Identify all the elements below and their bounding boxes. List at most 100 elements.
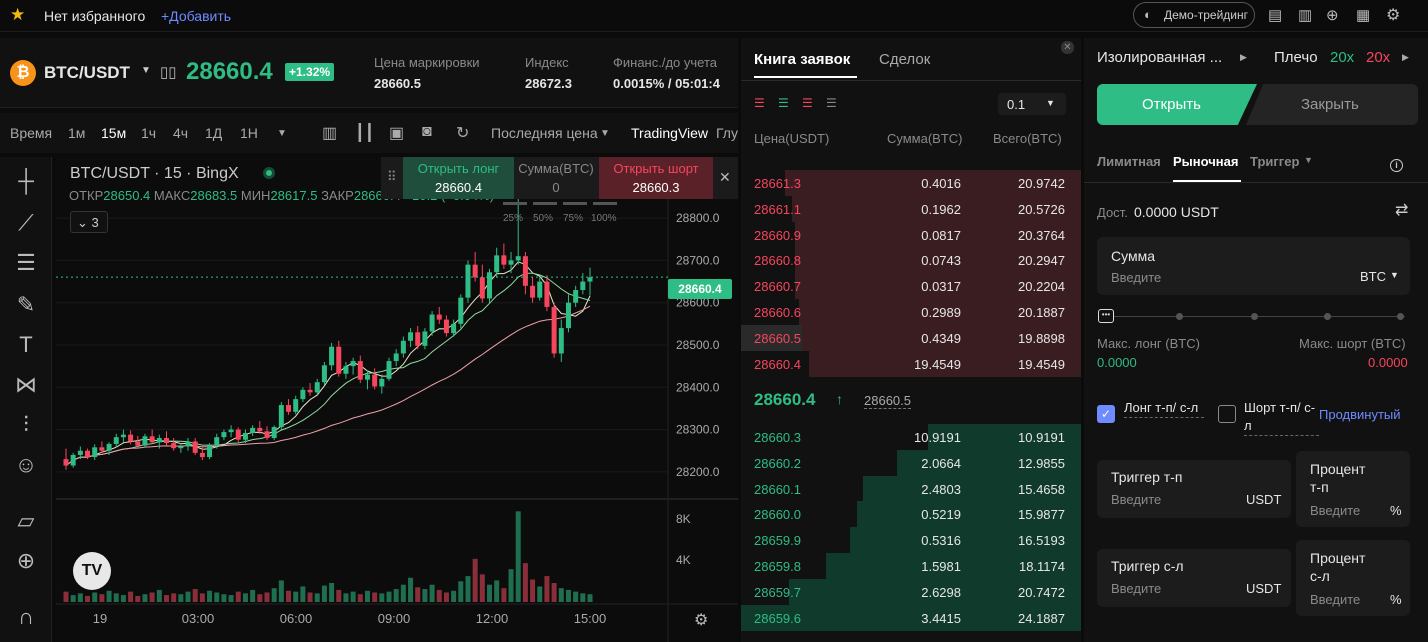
edit-icon[interactable]: ▣ [389, 125, 405, 142]
demo-trading-button[interactable]: ◐ Демо-трейдинг [1133, 2, 1255, 28]
add-favorite-link[interactable]: +Добавить [161, 8, 232, 24]
view-list-icon[interactable]: ☰ [826, 96, 837, 110]
ask-row[interactable]: 28660.7 0.0317 20.2204 [741, 273, 1081, 300]
brush-icon[interactable]: ✎ [16, 292, 36, 317]
settings-icon[interactable]: ⚙ [694, 612, 709, 629]
ask-row[interactable]: 28660.9 0.0817 20.3764 [741, 221, 1081, 248]
slider-handle[interactable]: ••• [1098, 309, 1114, 323]
tf-time[interactable]: Время [10, 125, 53, 141]
volume-tick-label: 4K [676, 553, 691, 567]
symbol-selector[interactable]: BTC/USDT [44, 63, 130, 82]
ask-row[interactable]: 28660.5 0.4349 19.8898 [741, 324, 1081, 351]
ask-row[interactable]: 28660.4 19.4549 19.4549 [741, 350, 1081, 377]
bid-row[interactable]: 28660.1 2.4803 15.4658 [741, 475, 1081, 502]
open-tab-button[interactable] [1097, 84, 1257, 125]
document-icon[interactable]: ▤ [1268, 7, 1283, 24]
close-tab-button[interactable] [1246, 84, 1418, 125]
order-type-market[interactable]: Рыночная [1173, 154, 1239, 169]
tab-trades[interactable]: Сделок [879, 51, 931, 68]
tp-percent-field[interactable]: Процент т-п Введите % [1296, 451, 1410, 527]
tab-order-book[interactable]: Книга заявок [754, 51, 851, 68]
ask-row[interactable]: 28661.3 0.4016 20.9742 [741, 170, 1081, 196]
size-slider[interactable] [503, 202, 617, 205]
star-icon[interactable]: ★ [10, 5, 26, 24]
bid-row[interactable]: 28659.8 1.5981 18.1174 [741, 553, 1081, 579]
price-chart[interactable]: 28800.0 28700.0 28600.0 28500.0 28400.0 28300… [56, 157, 738, 642]
open-short-button[interactable]: Открыть шорт 28660.3 [599, 157, 713, 199]
emoji-icon[interactable]: ☺ [14, 452, 38, 477]
amount-unit-select[interactable]: BTC [1360, 269, 1386, 284]
horizontal-lines-icon[interactable]: ☰ [16, 250, 36, 275]
gear-icon[interactable]: ⚙ [1386, 7, 1401, 24]
advanced-link[interactable]: Продвинутый [1319, 407, 1401, 422]
calculator-icon[interactable]: ▦ [1356, 7, 1371, 24]
drag-handle-icon[interactable]: ⠿ [387, 169, 397, 184]
chevron-down-icon[interactable]: ▼ [277, 128, 287, 139]
amount-input[interactable]: Введите [1111, 270, 1162, 285]
order-type-trigger[interactable]: Триггер [1250, 154, 1300, 169]
bid-row[interactable]: 28659.6 3.4415 24.1887 [741, 604, 1081, 631]
view-bids-icon[interactable]: ☰ [778, 96, 789, 110]
order-type-limit[interactable]: Лимитная [1097, 154, 1161, 169]
ruler-icon[interactable]: ▱ [17, 508, 35, 533]
long-tpsl-checkbox[interactable]: ✓ [1097, 405, 1115, 423]
magnet-icon[interactable]: ∩ [18, 604, 34, 629]
margin-mode-select[interactable]: Изолированная ... [1097, 49, 1223, 66]
tf-1h[interactable]: 1ч [141, 125, 157, 141]
info-icon[interactable]: i [1390, 159, 1403, 172]
precision-select[interactable]: 0.1 ▼ [998, 93, 1066, 115]
candle-type-icon[interactable]: ┃┃ [355, 125, 375, 142]
close-icon[interactable]: ✕ [1061, 41, 1074, 54]
sl-trigger-field[interactable]: Триггер с-л Введите USDT [1097, 549, 1291, 607]
price-source-select[interactable]: Последняя цена [491, 125, 598, 141]
tf-15m[interactable]: 15м [101, 125, 127, 141]
indicators-icon[interactable]: ▥ [322, 125, 338, 142]
ask-row[interactable]: 28661.1 0.1962 20.5726 [741, 195, 1081, 222]
crosshair-icon[interactable]: ┼ [18, 168, 34, 193]
tp-trigger-field[interactable]: Триггер т-п Введите USDT [1097, 460, 1291, 518]
pattern-icon[interactable]: ⋈ [15, 372, 37, 397]
leverage-long[interactable]: 20x [1330, 49, 1355, 66]
zoom-icon[interactable]: ⊕ [16, 548, 36, 573]
tf-4h[interactable]: 4ч [173, 125, 189, 141]
tf-1w[interactable]: 1Н [240, 125, 258, 141]
book-icon[interactable]: ▯▯ [160, 64, 177, 81]
candlestick-chart[interactable]: 28800.0 28700.0 28600.0 28500.0 28400.0 28300… [56, 157, 738, 642]
sl-percent-field[interactable]: Процент с-л Введите % [1296, 540, 1410, 616]
ask-row[interactable]: 28660.8 0.0743 20.2947 [741, 247, 1081, 274]
book-icon[interactable]: ▥ [1298, 7, 1313, 24]
chevron-down-icon[interactable]: ▼ [600, 128, 610, 139]
tf-1d[interactable]: 1Д [205, 125, 223, 141]
lock-icon[interactable]: ⊕ [1326, 7, 1339, 24]
chevron-down-icon[interactable]: ▼ [141, 65, 151, 76]
measure-icon[interactable]: ⫶ [23, 412, 29, 437]
tp-trigger-input[interactable]: Введите [1111, 492, 1162, 507]
ask-row[interactable]: 28660.6 0.2989 20.1887 [741, 299, 1081, 325]
bid-row[interactable]: 28660.3 10.9191 10.9191 [741, 424, 1081, 450]
short-tpsl-checkbox[interactable] [1218, 405, 1236, 423]
sl-percent-input[interactable]: Введите [1310, 592, 1361, 607]
close-icon[interactable]: ✕ [719, 169, 731, 185]
view-both-icon[interactable]: ☰ [754, 96, 765, 110]
trendline-icon[interactable]: ⟋ [18, 210, 34, 235]
depth-tab[interactable]: Глу [716, 125, 738, 141]
sl-trigger-input[interactable]: Введите [1111, 581, 1162, 596]
text-icon[interactable]: T [19, 332, 33, 357]
refresh-icon[interactable]: ↻ [456, 125, 470, 142]
tf-1m[interactable]: 1м [68, 125, 86, 141]
transfer-icon[interactable]: ⇄ [1395, 202, 1409, 219]
tradingview-tab[interactable]: TradingView [631, 125, 709, 141]
bid-row[interactable]: 28659.9 0.5316 16.5193 [741, 527, 1081, 554]
amount-field[interactable]: Сумма Введите BTC ▼ [1097, 237, 1410, 295]
indicators-toggle[interactable]: ⌄ 3 [70, 211, 108, 233]
tradingview-logo[interactable]: TV [73, 552, 111, 590]
leverage-short[interactable]: 20x [1366, 49, 1391, 66]
bid-row[interactable]: 28659.7 2.6298 20.7472 [741, 578, 1081, 605]
tp-percent-input[interactable]: Введите [1310, 503, 1361, 518]
open-long-button[interactable]: Открыть лонг 28660.4 [403, 157, 514, 199]
bid-row[interactable]: 28660.0 0.5219 15.9877 [741, 501, 1081, 528]
bid-row[interactable]: 28660.2 2.0664 12.9855 [741, 449, 1081, 476]
size-input[interactable]: Сумма(BTC) 0 [518, 161, 594, 195]
view-asks-icon[interactable]: ☰ [802, 96, 813, 110]
camera-icon[interactable]: ◙ [422, 123, 432, 140]
